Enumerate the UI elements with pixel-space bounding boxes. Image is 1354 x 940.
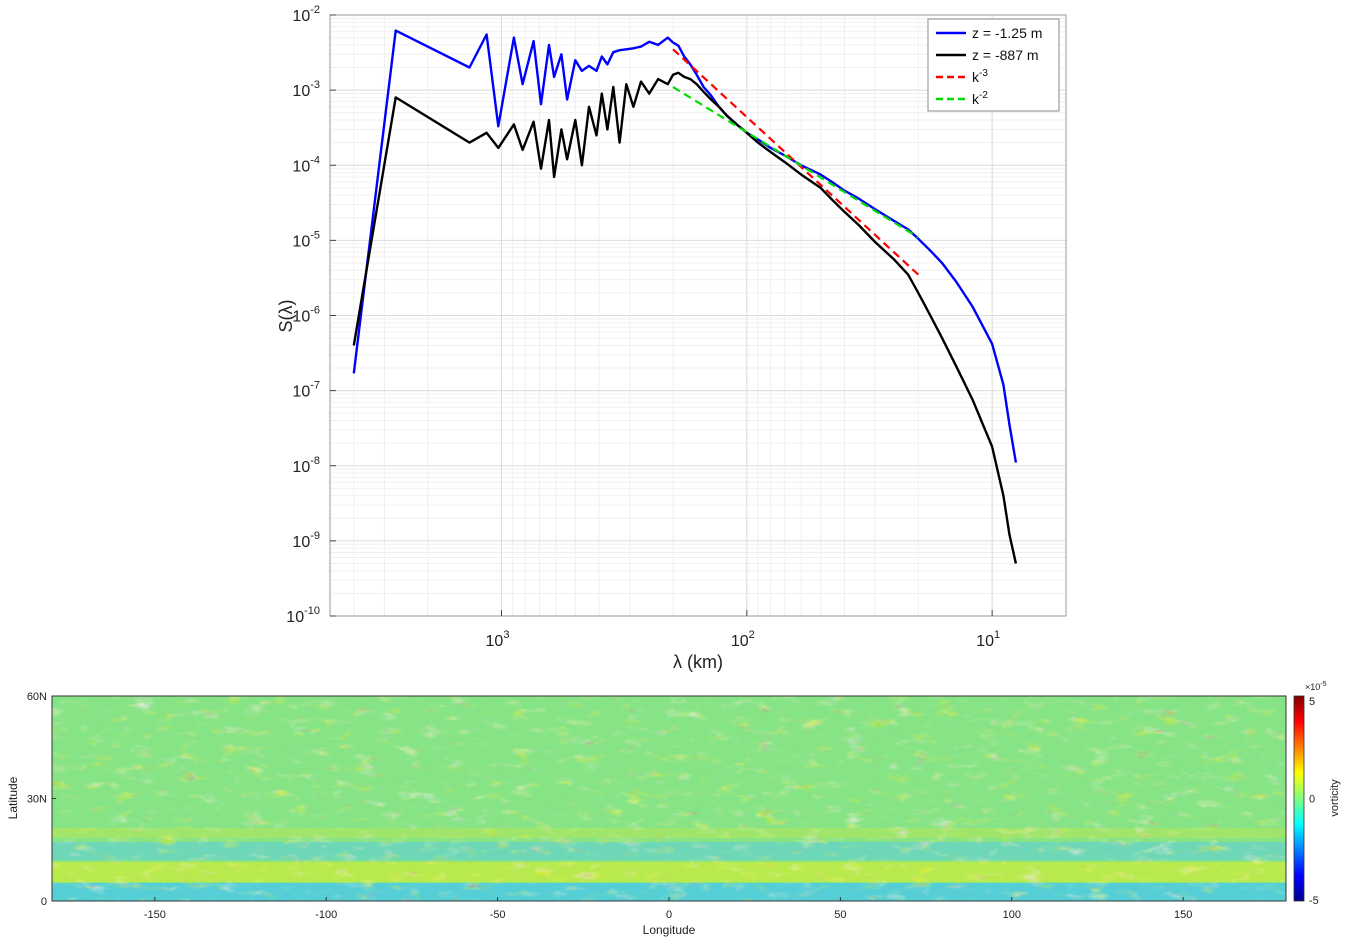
colorbar [1293,695,1305,902]
legend-label-0: z = -1.25 m [972,25,1042,41]
map-x-axis-ticks: -150 -100 -50 0 50 100 150 [144,897,1192,921]
map-y-tick-label: 60N [27,691,47,703]
legend-label-1: z = -887 m [972,47,1039,63]
series-layer [352,29,1018,564]
x-axis-ticks: 103 102 101 [486,610,1000,650]
y-tick-label: 10-7 [292,380,320,401]
y-tick-label: 10-5 [292,229,320,250]
y-axis-ticks: 10-2 10-3 10-4 10-5 10-6 10-7 10-8 10-9 10-10 [286,4,336,626]
y-axis-label: S(λ) [276,300,296,333]
series-line-0 [352,29,1018,463]
y-tick-label: 10-2 [292,4,320,25]
legend-box [927,18,1060,112]
vorticity-field [52,696,1286,901]
x-axis-label: λ (km) [673,652,723,672]
map-x-axis-label: Longitude [643,923,696,937]
colorbar-label: vorticity [1329,779,1341,817]
legend: z = -1.25 m z = -887 m k-3 k-2 [927,18,1060,112]
map-x-tick-label: 0 [666,909,672,921]
map-x-tick-label: -50 [490,909,506,921]
map-x-tick-label: 150 [1174,909,1192,921]
colorbar-tick-label: -5 [1309,895,1319,907]
x-tick-label: 103 [486,629,510,650]
x-tick-label: 101 [976,629,1000,650]
y-tick-label: 10-10 [286,605,320,626]
map-x-tick-label: -100 [315,909,337,921]
y-tick-label: 10-8 [292,455,320,476]
map-x-tick-label: 100 [1003,909,1021,921]
y-tick-label: 10-6 [292,305,320,326]
series-line-3 [672,86,919,239]
map-x-tick-label: 50 [834,909,846,921]
colorbar-tick-label: 5 [1309,696,1315,708]
y-tick-label: 10-3 [292,79,320,100]
y-tick-label: 10-4 [292,154,320,175]
colorbar-ticks: 5 0 -5 [1309,696,1319,907]
legend-label-3: k-2 [972,90,988,107]
legend-label-2: k-3 [972,68,988,85]
map-y-axis-ticks: 0 30N 60N [27,691,56,908]
y-tick-label: 10-9 [292,530,320,551]
series-line-1 [352,71,1018,564]
colorbar-tick-label: 0 [1309,794,1315,806]
spectrum-chart: 103 102 101 10-210-310-410-510-610-710-810… [276,4,1067,672]
series-line-2 [672,48,920,276]
x-tick-label: 102 [731,629,755,650]
map-y-tick-label: 30N [27,794,47,806]
map-x-tick-label: -150 [144,909,166,921]
colorbar-multiplier: ×10-5 [1305,681,1327,692]
map-y-axis-label: Latitude [6,776,20,819]
map-y-tick-label: 0 [41,896,47,908]
